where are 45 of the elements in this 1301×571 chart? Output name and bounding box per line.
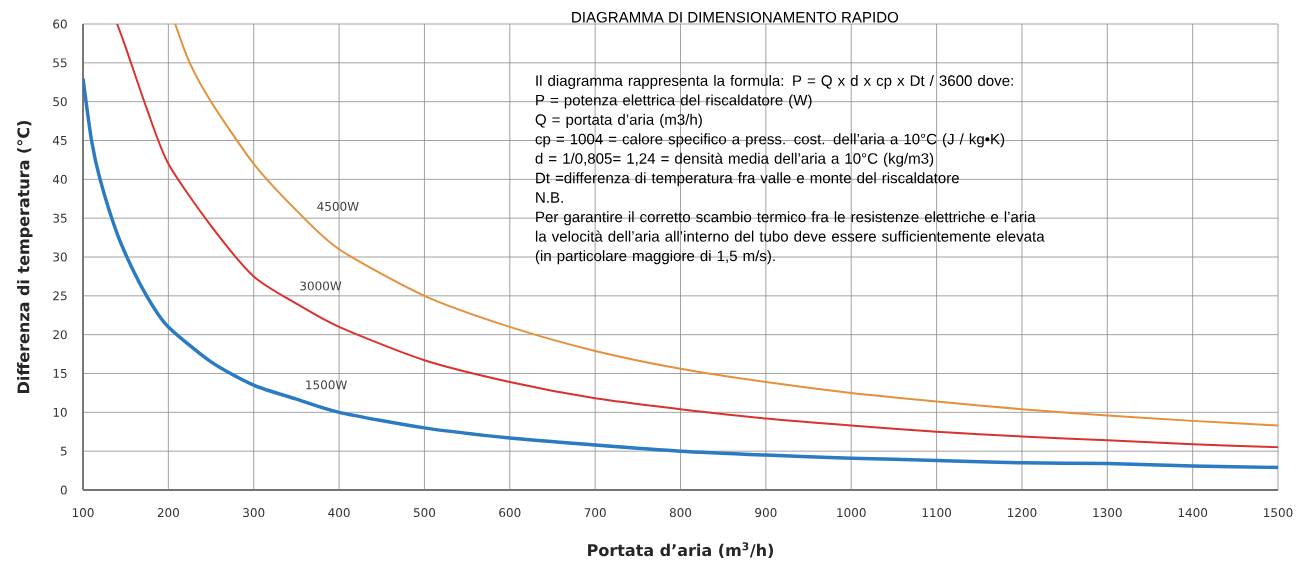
annotation: cp = 1004 = calore specifico a press. cost. dell’aria a 10°C (J / kg•K) [535, 133, 1005, 148]
x-tick-label: 300 [243, 508, 265, 518]
x-tick-label: 1000 [837, 508, 866, 518]
series-label: 3000W [300, 281, 342, 291]
x-tick-label: 1100 [922, 508, 952, 518]
y-tick-label: 35 [53, 213, 67, 223]
x-tick-label: 900 [755, 508, 777, 518]
y-tick-label: 45 [52, 136, 67, 145]
annotation: P = potenza elettrica del riscaldatore (W) [536, 94, 812, 109]
x-tick-label: 800 [669, 508, 692, 518]
x-tick-label: 1200 [1007, 508, 1037, 518]
x-tick-label: 1400 [1178, 508, 1208, 518]
annotation: la velocità dell’aria all’interno del tubo deve essere sufficientemente elevata [535, 230, 1045, 242]
x-tick-label: 200 [157, 508, 180, 518]
annotation: (in particolare maggiore di 1,5 m/s). [535, 250, 775, 265]
series-label: 4500W [317, 201, 359, 211]
annotation: N.B. [536, 192, 563, 203]
annotation: d = 1/0,805= 1,24 = densità media dell’aria a 10°C (kg/m3) [535, 152, 934, 167]
y-tick-label: 15 [53, 369, 67, 378]
annotation: Per garantire il corretto scambio termico fra le resistenze elettriche e l’aria [536, 211, 1036, 226]
y-tick-label: 10 [53, 407, 67, 417]
y-tick-label: 0 [60, 485, 67, 495]
annotation: Dt =differenza di temperatura fra valle e monte del riscaldatore [536, 172, 959, 187]
y-tick-label: 30 [53, 252, 67, 262]
x-tick-label: 100 [72, 508, 94, 518]
y-axis-title: Differenza di temperatura (°C) [17, 121, 33, 393]
annotation: Q = portata d’aria (m3/h) [535, 113, 702, 128]
y-tick-label: 50 [53, 97, 67, 107]
annotation: Il diagramma rappresenta la formula: P = Q x d x cp x Dt / 3600 dove: [536, 74, 1013, 89]
y-tick-label: 60 [53, 19, 67, 29]
y-tick-label: 20 [53, 330, 67, 340]
x-axis-title: Portata d’aria (m$^{3}$/h) [588, 542, 774, 559]
y-tick-label: 55 [53, 58, 67, 68]
y-tick-label: 5 [60, 446, 67, 456]
y-tick-label: 25 [53, 291, 67, 301]
x-tick-label: 400 [328, 508, 350, 518]
x-tick-label: 500 [413, 508, 436, 518]
y-tick-label: 40 [52, 174, 67, 184]
x-tick-label: 1500 [1264, 508, 1293, 518]
series-label: 1500W [306, 380, 347, 390]
x-tick-label: 700 [584, 508, 606, 518]
x-tick-label: 600 [499, 508, 521, 518]
chart-title: DIAGRAMMA DI DIMENSIONAMENTO RAPIDO [572, 11, 899, 23]
x-tick-label: 1300 [1093, 508, 1122, 518]
line-series [83, 76, 1279, 470]
